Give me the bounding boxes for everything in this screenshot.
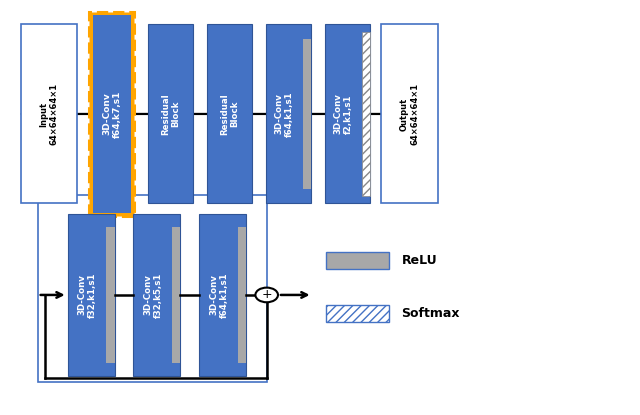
Text: 3D-Conv
f32,k5,s1: 3D-Conv f32,k5,s1 (143, 272, 163, 317)
Text: Residual
Block: Residual Block (220, 93, 239, 135)
Bar (133, 214, 180, 376)
Bar (172, 227, 180, 363)
Bar (21, 24, 77, 203)
Bar (93, 15, 131, 213)
Bar (68, 214, 115, 376)
Bar (326, 305, 389, 322)
Text: 3D-Conv
f2,k1,s1: 3D-Conv f2,k1,s1 (334, 93, 353, 134)
Bar (303, 39, 311, 189)
Bar (89, 12, 134, 216)
Bar (38, 195, 267, 382)
Text: Residual
Block: Residual Block (161, 93, 180, 135)
Bar (325, 24, 370, 203)
Text: Output
64×64×64×1: Output 64×64×64×1 (400, 83, 419, 145)
Bar (199, 214, 246, 376)
Bar (238, 227, 246, 363)
Bar (381, 24, 438, 203)
Bar (266, 24, 311, 203)
Text: 3D-Conv
f64,k1,s1: 3D-Conv f64,k1,s1 (209, 272, 228, 318)
Bar (362, 32, 370, 196)
Circle shape (255, 288, 278, 302)
Bar (148, 24, 193, 203)
Bar (207, 24, 252, 203)
Text: ReLU: ReLU (401, 254, 437, 267)
Text: +: + (261, 288, 272, 301)
Text: 3D-Conv
f64,k7,s1: 3D-Conv f64,k7,s1 (102, 90, 122, 138)
Text: Input
64×64×64×1: Input 64×64×64×1 (39, 83, 59, 145)
Text: Softmax: Softmax (401, 307, 460, 320)
Bar (106, 227, 115, 363)
Bar (326, 252, 389, 269)
Text: 3D-Conv
f32,k1,s1: 3D-Conv f32,k1,s1 (77, 272, 97, 318)
Text: 3D-Conv
f64,k1,s1: 3D-Conv f64,k1,s1 (275, 91, 294, 137)
